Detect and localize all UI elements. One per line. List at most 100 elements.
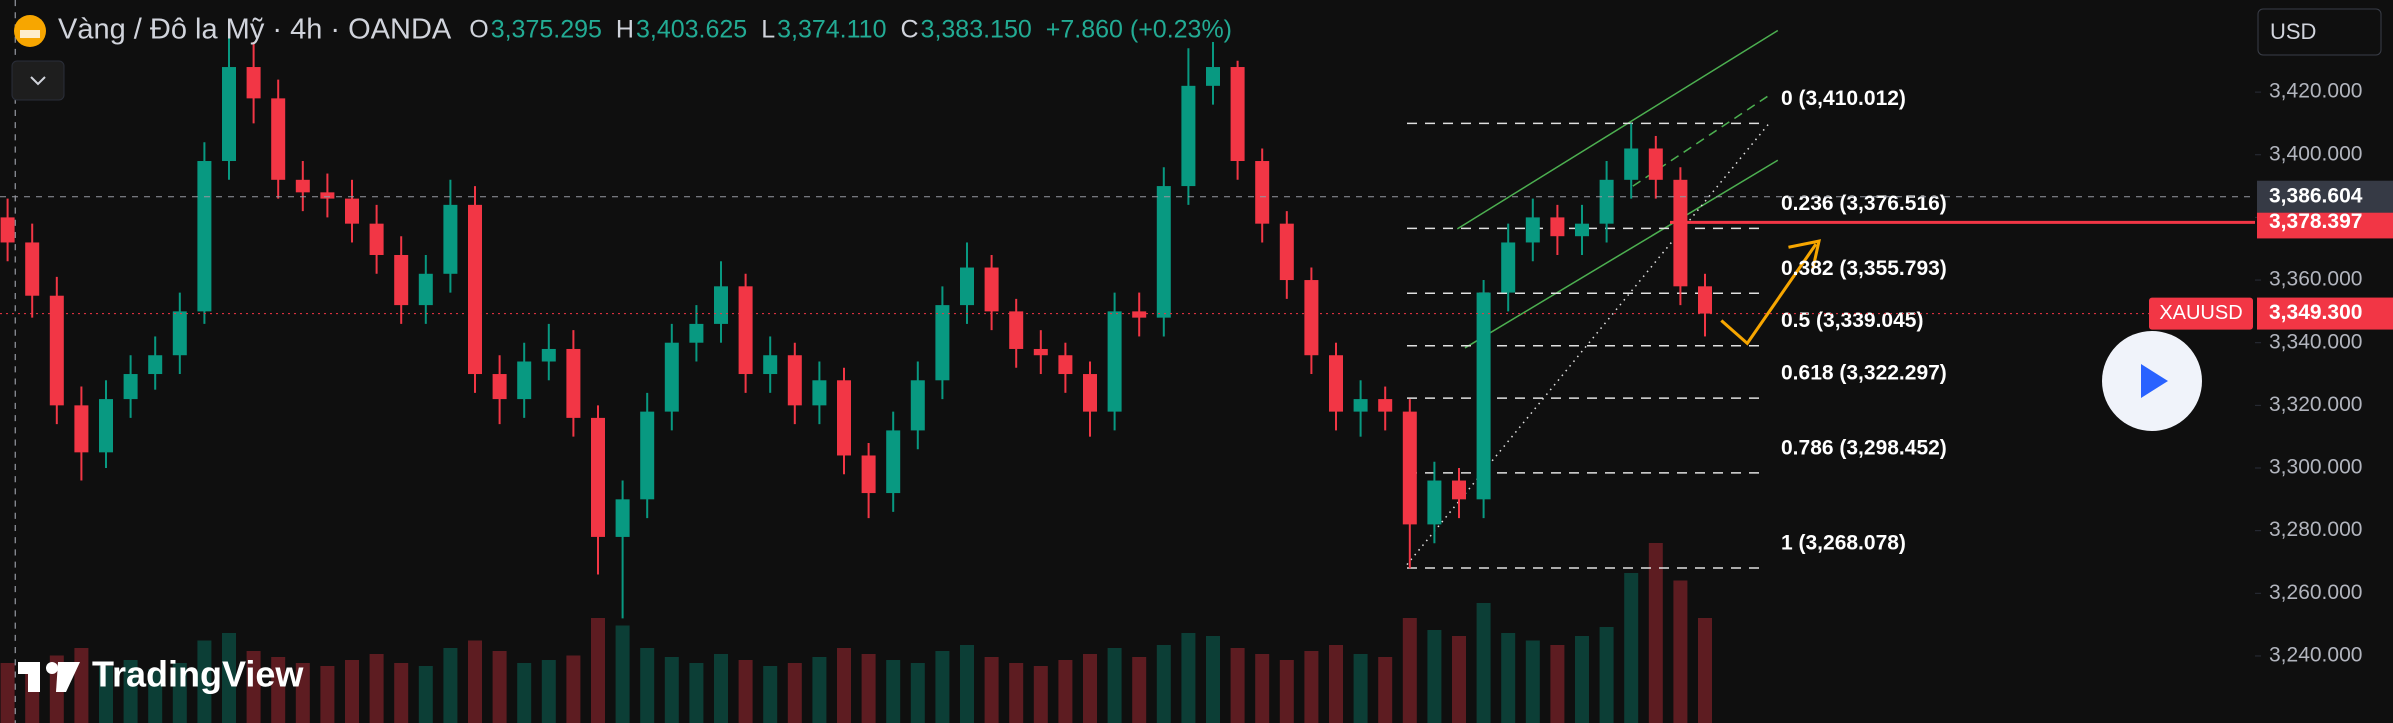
volume-bar <box>1575 636 1589 723</box>
candle-body <box>1255 161 1270 224</box>
last-price: 3,349.300 <box>2269 301 2362 324</box>
volume-bar <box>541 660 556 723</box>
volume-bar <box>246 651 261 723</box>
volume-bar <box>1304 651 1319 723</box>
channel-middle <box>1632 93 1771 187</box>
volume-bar <box>738 660 753 723</box>
volume-bar <box>468 640 482 723</box>
candle-body <box>1230 67 1245 162</box>
symbol-title: Vàng / Đô la Mỹ · 4h · OANDA <box>58 14 452 46</box>
channel-lower <box>1464 159 1779 349</box>
ohlc-key: L <box>761 16 775 44</box>
currency-label[interactable]: USD <box>2270 19 2316 44</box>
candle-body <box>1206 67 1220 86</box>
volume-bar <box>345 660 359 723</box>
candle-body <box>222 67 236 162</box>
volume-layer <box>0 543 1712 723</box>
ohlc-value: 3,403.625 <box>636 16 747 44</box>
volume-bar <box>763 666 778 723</box>
volume-bar <box>197 640 212 723</box>
volume-bar <box>1476 603 1491 723</box>
candle-body <box>468 204 482 375</box>
volume-bar <box>1107 648 1122 723</box>
candle-body <box>886 430 901 494</box>
candle-body <box>1452 480 1466 500</box>
volume-bar <box>517 663 532 723</box>
logo-part <box>56 662 80 692</box>
fib-label: 0.236 (3,376.516) <box>1781 192 1947 215</box>
candle-body <box>1673 179 1688 287</box>
symbol-name: XAUUSD <box>2159 302 2242 324</box>
volume-bar <box>1501 633 1516 723</box>
candle-body <box>1181 85 1196 187</box>
volume-bar <box>787 663 802 723</box>
candle-body <box>1550 217 1565 237</box>
candle-body <box>246 67 261 99</box>
trend-dotted <box>1406 121 1771 566</box>
trend-tools <box>14 0 1821 723</box>
volume-bar <box>123 660 138 723</box>
candle-body <box>295 179 310 193</box>
candle-body <box>1353 399 1368 412</box>
ohlc-value: 3,383.150 <box>921 16 1032 44</box>
volume-bar <box>1599 627 1614 723</box>
y-tick-label: 3,400.000 <box>2269 142 2362 165</box>
candle-body <box>591 417 605 537</box>
icon-glyph <box>20 30 40 38</box>
candle-body <box>1378 399 1393 412</box>
ohlc-value: 3,374.110 <box>777 16 886 44</box>
candle-body <box>345 198 359 224</box>
candle-body <box>1599 179 1614 224</box>
candle-body <box>566 348 581 418</box>
candle-body <box>1156 186 1171 318</box>
fib-label: 0.618 (3,322.297) <box>1781 362 1947 385</box>
button-box[interactable] <box>11 60 65 101</box>
candle-body <box>1525 217 1540 243</box>
volume-bar <box>1698 618 1712 723</box>
brand-name: TradingView <box>92 654 304 695</box>
ohlc-key: O <box>469 16 488 44</box>
drawings <box>14 0 1821 723</box>
ohlc-value: 3,375.295 <box>491 16 602 44</box>
volume-bar <box>1255 654 1270 723</box>
candle-body <box>1476 292 1491 500</box>
candle-body <box>714 286 728 324</box>
candle-body <box>0 217 15 243</box>
candle-body <box>812 380 827 406</box>
candle-body <box>1033 348 1048 356</box>
candle-body <box>418 273 433 306</box>
currency-button[interactable]: USD <box>2257 8 2382 56</box>
volume-bar <box>1550 645 1565 723</box>
volume-bar <box>1181 633 1196 723</box>
price-change: +7.860 (+0.23%) <box>1046 16 1232 44</box>
candle-body <box>837 380 851 456</box>
volume-bar <box>1452 636 1466 723</box>
play-icon <box>2141 364 2168 398</box>
play-button[interactable] <box>2102 331 2202 431</box>
button-box[interactable] <box>2257 8 2382 56</box>
candle-body <box>689 323 704 343</box>
candle-body <box>1132 311 1147 318</box>
candle-body <box>861 455 876 494</box>
candle-body <box>517 361 532 400</box>
volume-bar <box>99 666 113 723</box>
volume-bar <box>1033 666 1048 723</box>
volume-bar <box>664 657 679 723</box>
channel-upper <box>1456 29 1779 230</box>
volume-bar <box>1156 645 1171 723</box>
volume-bar <box>74 648 89 723</box>
candle-body <box>1501 242 1516 293</box>
candle-body <box>148 355 163 375</box>
collapse-button[interactable] <box>11 60 65 101</box>
volume-bar <box>418 666 433 723</box>
volume-bar <box>1230 648 1245 723</box>
candle-body <box>74 405 89 453</box>
volume-bar <box>640 648 655 723</box>
candle-body <box>123 374 138 400</box>
candle-body <box>271 98 286 180</box>
candle-body <box>320 192 335 199</box>
chevron <box>30 76 46 86</box>
volume-bar <box>320 666 335 723</box>
